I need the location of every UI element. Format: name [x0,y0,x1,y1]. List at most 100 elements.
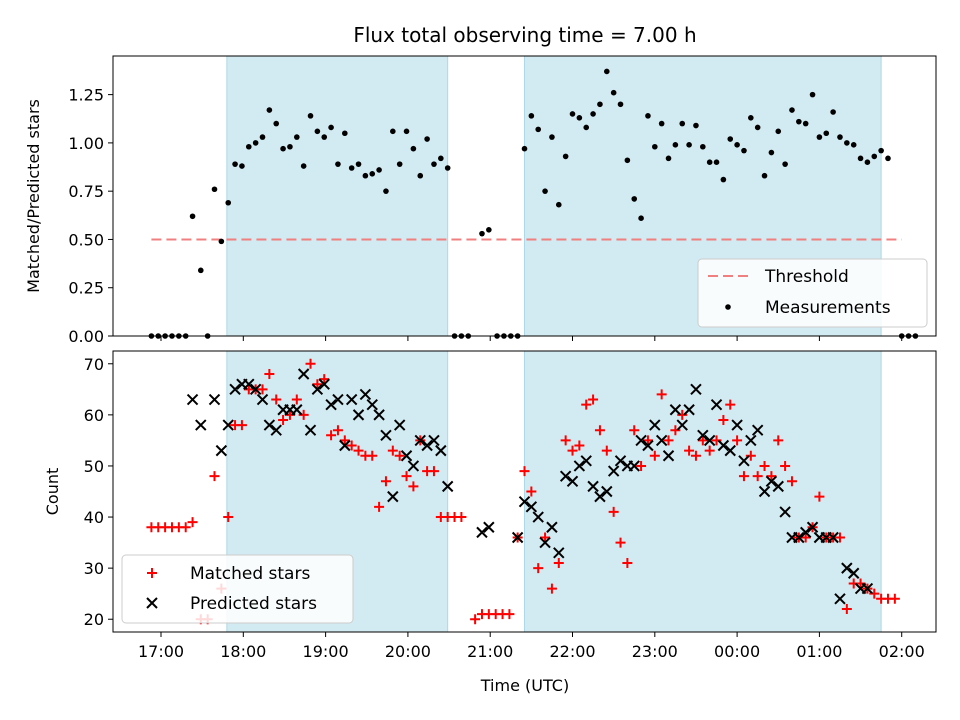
predicted-star-point [525,501,538,513]
measurement-point [782,161,788,167]
matched-star-point [649,450,660,461]
measurement-point [479,230,485,237]
matched-star-point [291,394,302,405]
predicted-star-point [400,450,413,462]
predicted-star-point [559,470,572,482]
legend-matched-label: Matched stars [190,564,310,584]
predicted-star-point [407,460,420,472]
observing-window-1 [524,351,882,632]
matched-star-point [677,409,688,420]
measurement-point [300,163,307,169]
matched-star-point [759,460,770,471]
y-axis-label: Count [43,468,62,516]
matched-star-point [814,491,825,502]
matched-star-point [588,394,599,405]
predicted-star-point [229,383,241,396]
predicted-star-point [635,434,647,447]
predicted-star-point [731,419,743,431]
measurement-point [521,145,528,152]
measurement-point [871,153,878,160]
measurement-point [844,140,850,146]
y-tick-label: 50 [84,457,104,476]
x-tick-label: 22:00 [549,642,595,661]
matched-star-point [656,389,667,400]
measurement-point [652,143,658,150]
measurement-point [789,107,795,113]
matched-star-point [581,399,592,410]
measurement-point [583,124,590,131]
matched-star-point [408,481,419,492]
y-tick-label: 60 [84,406,104,425]
predicted-star-point [655,434,668,447]
matched-star-point [223,512,234,523]
matched-star-point [209,471,220,482]
predicted-star-point [614,455,627,467]
matched-star-point [456,512,467,523]
measurement-point [700,143,706,150]
predicted-star-point [772,480,784,493]
predicted-star-point [834,593,846,605]
measurement-point [796,118,802,125]
measurement-point [658,120,665,127]
measurement-point [211,186,218,193]
predicted-star-point [359,388,372,401]
legend-box [121,554,354,624]
predicted-star-point [758,485,771,498]
measurement-point [328,124,334,131]
measurement-point [232,161,238,167]
measurement-point [410,145,417,152]
predicted-star-point [738,455,750,467]
predicted-star-point [428,434,440,447]
measurement-point [665,155,672,162]
predicted-star-point [380,429,392,442]
measurement-point [549,134,555,140]
legend-measurement-swatch [725,304,731,310]
matched-star-point [278,414,289,425]
measurement-point [225,199,232,206]
measurement-point [280,145,286,152]
legend-threshold-label: Threshold [764,267,849,287]
matched-star-point [187,517,198,528]
measurement-point [266,107,273,113]
y-tick-label: 70 [84,355,104,374]
matched-star-point [594,425,605,436]
predicted-star-point [366,398,378,411]
legend-box [697,258,928,328]
predicted-star-point [587,480,599,493]
predicted-star-point [683,404,695,416]
predicted-star-point [222,419,234,431]
predicted-star-point [861,582,874,595]
measurement-point [569,111,576,117]
matched-star-point [374,501,385,512]
predicted-star-point [256,393,269,406]
y-tick-label: 0.00 [68,327,104,346]
x-tick-label: 17:00 [138,642,184,661]
x-tick-label: 01:00 [796,642,842,661]
matched-star-point [312,379,323,390]
measurement-point [335,161,341,167]
measurement-point [189,213,196,220]
matched-star-point [889,593,900,604]
measurement-point [850,142,857,148]
predicted-star-point [649,419,661,431]
matched-star-point [526,486,537,497]
matched-star-point [470,614,481,625]
measurement-point [837,134,843,140]
y-axis-label: Matched/Predicted stars [24,99,43,293]
predicted-star-point [532,511,544,523]
matched-star-point [519,466,530,477]
measurement-point [713,159,720,166]
x-tick-label: 20:00 [385,642,431,661]
predicted-star-point [414,434,426,447]
measurement-point [431,161,437,167]
x-tick-label: 19:00 [303,642,349,661]
predicted-star-point [594,490,606,503]
measurement-point [273,120,280,127]
predicted-star-point [724,444,736,457]
matched-star-point [367,450,378,461]
predicted-star-point [270,424,282,436]
predicted-star-point [318,378,330,390]
measurement-point [741,147,747,154]
matched-star-point [298,409,309,420]
measurement-point [252,140,259,146]
